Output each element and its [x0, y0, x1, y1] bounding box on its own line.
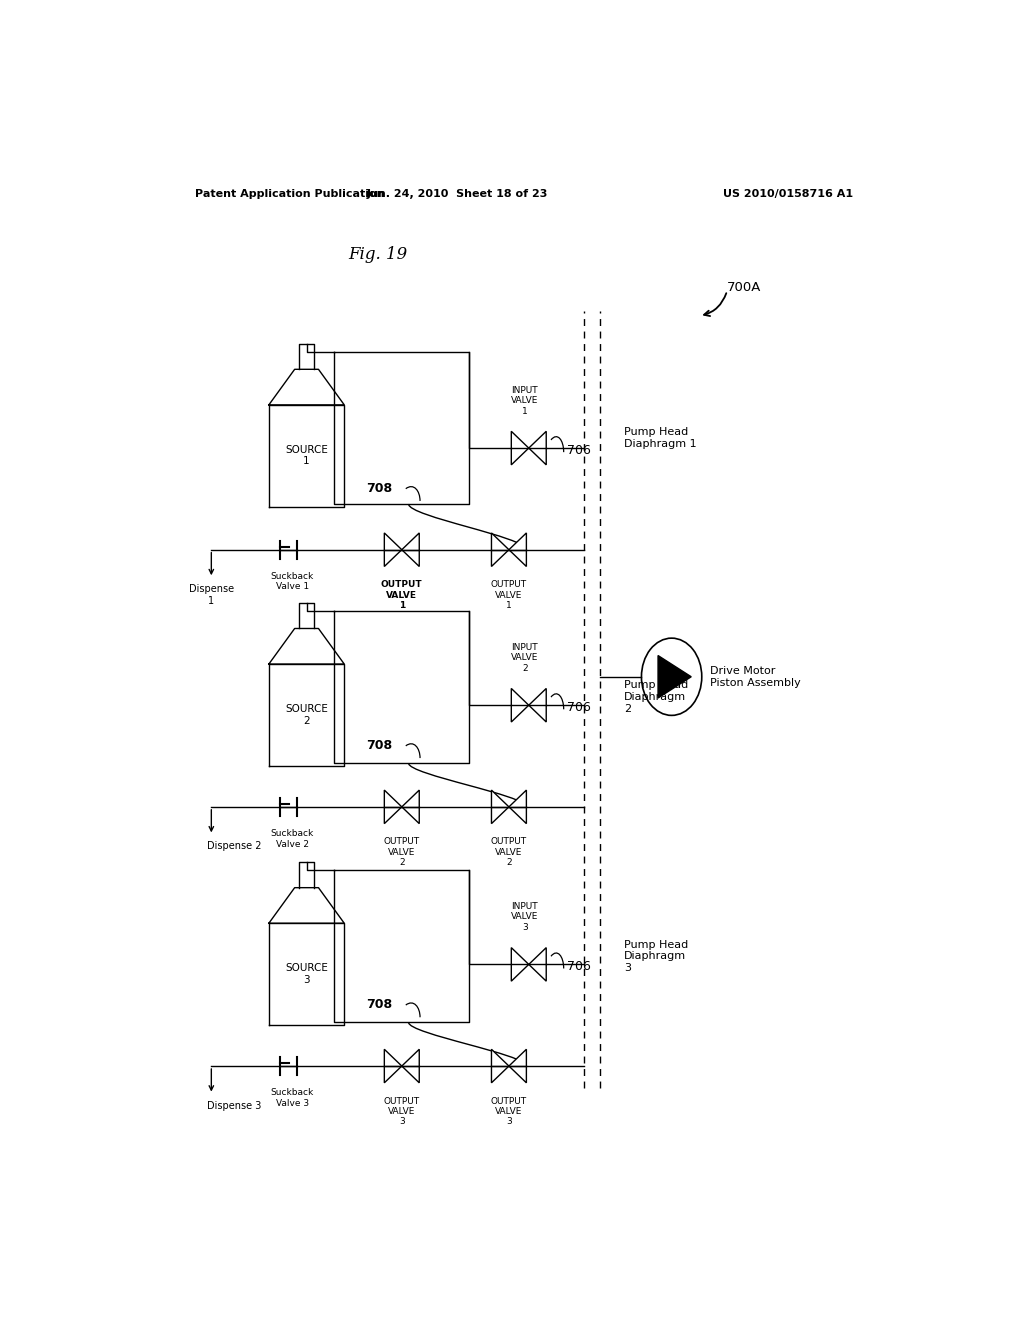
- Text: US 2010/0158716 A1: US 2010/0158716 A1: [723, 189, 853, 199]
- Polygon shape: [511, 432, 528, 465]
- Text: 708: 708: [367, 482, 392, 495]
- Text: Suckback
Valve 1: Suckback Valve 1: [270, 572, 314, 591]
- Text: OUTPUT
VALVE
3: OUTPUT VALVE 3: [384, 1097, 420, 1126]
- Polygon shape: [401, 533, 419, 566]
- Polygon shape: [384, 1049, 401, 1082]
- Polygon shape: [528, 689, 546, 722]
- Text: SOURCE
2: SOURCE 2: [285, 704, 328, 726]
- Text: Dispense 3: Dispense 3: [207, 1101, 262, 1110]
- Text: INPUT
VALVE
2: INPUT VALVE 2: [511, 643, 539, 673]
- Polygon shape: [509, 1049, 526, 1082]
- Text: OUTPUT
VALVE
3: OUTPUT VALVE 3: [490, 1097, 527, 1126]
- Polygon shape: [658, 656, 691, 698]
- Polygon shape: [384, 533, 401, 566]
- Polygon shape: [401, 791, 419, 824]
- Polygon shape: [509, 533, 526, 566]
- Text: Pump Head
Diaphragm 1: Pump Head Diaphragm 1: [624, 428, 696, 449]
- Text: SOURCE
3: SOURCE 3: [285, 964, 328, 985]
- Text: OUTPUT
VALVE
1: OUTPUT VALVE 1: [381, 581, 423, 610]
- Polygon shape: [511, 689, 528, 722]
- Polygon shape: [401, 1049, 419, 1082]
- Text: Jun. 24, 2010  Sheet 18 of 23: Jun. 24, 2010 Sheet 18 of 23: [367, 189, 548, 199]
- Text: Pump Head
Diaphragm
3: Pump Head Diaphragm 3: [624, 940, 688, 973]
- Text: 708: 708: [367, 739, 392, 752]
- Text: 706: 706: [567, 444, 591, 457]
- Polygon shape: [528, 432, 546, 465]
- Text: Dispense
1: Dispense 1: [188, 585, 233, 606]
- Polygon shape: [492, 533, 509, 566]
- Polygon shape: [511, 948, 528, 981]
- Text: 706: 706: [567, 701, 591, 714]
- Text: OUTPUT
VALVE
2: OUTPUT VALVE 2: [490, 837, 527, 867]
- Polygon shape: [492, 1049, 509, 1082]
- Text: Dispense 2: Dispense 2: [207, 841, 262, 851]
- Polygon shape: [528, 948, 546, 981]
- Text: SOURCE
1: SOURCE 1: [285, 445, 328, 466]
- Text: Suckback
Valve 2: Suckback Valve 2: [270, 829, 314, 849]
- Text: Patent Application Publication: Patent Application Publication: [196, 189, 385, 199]
- Text: INPUT
VALVE
3: INPUT VALVE 3: [511, 902, 539, 932]
- Polygon shape: [492, 791, 509, 824]
- Text: Pump Head
Diaphragm
2: Pump Head Diaphragm 2: [624, 681, 688, 714]
- Text: Fig. 19: Fig. 19: [348, 247, 408, 264]
- Text: Drive Motor
Piston Assembly: Drive Motor Piston Assembly: [710, 667, 801, 688]
- Text: 706: 706: [567, 960, 591, 973]
- Polygon shape: [509, 791, 526, 824]
- Text: 700A: 700A: [727, 281, 762, 294]
- Text: Suckback
Valve 3: Suckback Valve 3: [270, 1089, 314, 1107]
- Text: OUTPUT
VALVE
1: OUTPUT VALVE 1: [490, 581, 527, 610]
- Text: OUTPUT
VALVE
2: OUTPUT VALVE 2: [384, 837, 420, 867]
- Text: 708: 708: [367, 998, 392, 1011]
- Text: INPUT
VALVE
1: INPUT VALVE 1: [511, 385, 539, 416]
- Polygon shape: [384, 791, 401, 824]
